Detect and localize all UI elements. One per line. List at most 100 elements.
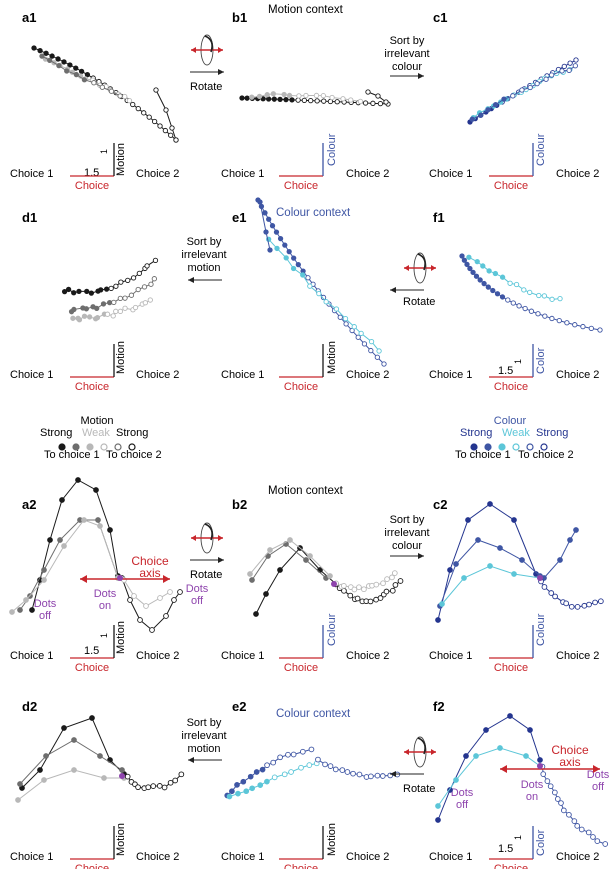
dots-on-marker-a2 — [117, 575, 123, 581]
a1-mid-point — [73, 71, 80, 78]
a1-trajectory-point — [141, 110, 147, 116]
c1-mid-point — [527, 84, 533, 91]
panel-label-e2: e2 — [232, 699, 246, 714]
choice1-label: Choice 1 — [221, 369, 264, 381]
d1-strong-point — [125, 277, 131, 284]
d2-back-point — [124, 773, 131, 780]
d1-strong-point — [71, 290, 77, 296]
f1-weak-point — [480, 263, 486, 269]
e2-strong-line — [226, 748, 312, 796]
b2-back-point — [397, 578, 404, 584]
dots-on-f2-2: on — [526, 791, 538, 803]
rotate-arrow-b2-head — [218, 557, 224, 563]
a2-back-point — [137, 617, 143, 623]
c2-mid-point — [453, 561, 459, 567]
f2-back-point — [554, 796, 561, 802]
sort-colour-2-c: colour — [392, 540, 422, 552]
e2-strong-point — [285, 751, 291, 758]
c1-mid-point — [534, 80, 540, 87]
choice1-label: Choice 1 — [10, 650, 53, 662]
b2-back-weak-point — [389, 574, 395, 581]
panel-labels: a1 b1 c1 d1 e1 f1 a2 b2 c2 d2 e2 f2 — [22, 10, 447, 714]
sort-colour-1-c: colour — [392, 61, 422, 73]
f2-back-point — [566, 811, 572, 818]
e1-weak-point — [283, 255, 289, 261]
d2-back-point — [135, 784, 141, 791]
b2-strong-line — [255, 547, 337, 615]
vertical-axis-labels: Motion Colour Colour Motion Motion Color… — [115, 133, 547, 856]
e2-weak-point — [226, 793, 233, 800]
d2-back-point — [167, 779, 174, 786]
choice-label: Choice — [75, 180, 109, 192]
b1-weak-point — [296, 93, 302, 99]
e1-trajectory-point — [295, 261, 301, 268]
f1-trajectory-point — [485, 284, 491, 290]
f2-back-point — [578, 826, 585, 833]
a1-return-point — [173, 137, 179, 143]
choice-label: Choice — [284, 381, 318, 393]
choice2-label: Choice 2 — [346, 369, 389, 381]
dots-off-f2-2: off — [456, 799, 469, 811]
f1-trajectory-point — [459, 253, 465, 259]
b1-return-point — [375, 93, 381, 99]
a1-trajectory-point — [43, 50, 49, 56]
e2-weak-point — [249, 785, 256, 792]
b1-trajectory-point — [244, 95, 250, 101]
legend-motion-weak: Weak — [82, 427, 110, 439]
a2-strong-point — [59, 497, 65, 503]
a2-back-point — [171, 597, 177, 603]
e1-weak-point — [300, 272, 306, 278]
e1-trajectory-point — [349, 327, 355, 334]
choice-axis-labels: Choice 1 Choice 2 Choice Choice 1 Choice 2 Ch… — [10, 168, 599, 869]
a1-trajectory-point — [37, 47, 43, 54]
rotate-label-b1: Rotate — [190, 81, 222, 93]
f2-back-point — [560, 807, 567, 814]
a2-weak-point — [41, 577, 47, 583]
sort-colour-2-b: irrelevant — [384, 527, 429, 539]
b2-back-weak-point — [391, 570, 398, 576]
a1-trajectory-point — [157, 123, 163, 129]
sort-colour-arrow-2-head — [418, 553, 424, 559]
c1-strong-point — [561, 63, 567, 69]
c1-mid-point — [549, 72, 555, 78]
f1-trajectory-point — [499, 294, 506, 300]
axis-label-color-f1: Color — [535, 347, 547, 374]
d1-weak-point — [86, 314, 93, 320]
scale-value-a2: 1.5 — [84, 645, 99, 657]
f1-trajectory-point — [510, 300, 516, 306]
e1-trajectory-point — [273, 229, 280, 235]
b1-trajectory-point — [370, 100, 376, 106]
f1-trajectory-point — [464, 261, 470, 268]
legend-motion-dot — [100, 443, 108, 451]
annotations: Choice axis Dots off Dots on Dots off Ch… — [34, 554, 610, 811]
legend-colour-dot — [498, 443, 506, 451]
e1-weak-point — [323, 299, 329, 305]
choice1-label: Choice 1 — [429, 168, 472, 180]
legend-motion-dot — [58, 443, 66, 451]
a1-mid-point — [91, 80, 97, 86]
e1-trajectory-point — [282, 242, 288, 248]
f2-back-point — [544, 778, 551, 784]
choice2-label: Choice 2 — [346, 168, 389, 180]
f1-trajectory-point — [522, 305, 528, 312]
arrowhead-left — [500, 765, 507, 773]
f1-trajectory-point — [470, 269, 476, 276]
f1-weak-point — [521, 287, 527, 293]
d2-strong-point — [89, 715, 95, 721]
sort-motion-1-a: Sort by — [187, 236, 222, 248]
a1-trajectory-point — [73, 65, 79, 71]
b2-back-weak-point — [351, 586, 358, 593]
choice-axis-label-f2-1: Choice — [551, 743, 589, 757]
d1-strong-point — [76, 288, 82, 294]
e1-weak-point — [290, 265, 297, 272]
c2-back-point — [574, 604, 581, 610]
choice1-label: Choice 1 — [221, 650, 264, 662]
a1-trajectory-point — [31, 45, 37, 51]
d1-strong-point — [88, 290, 95, 296]
legend-motion-strong-left: Strong — [40, 427, 72, 439]
c1-mid-point — [519, 87, 525, 93]
b2-back-weak-point — [373, 581, 380, 588]
a1-mid-point — [64, 68, 70, 74]
e2-weak-point — [257, 782, 264, 789]
f2-back-point — [540, 771, 547, 777]
